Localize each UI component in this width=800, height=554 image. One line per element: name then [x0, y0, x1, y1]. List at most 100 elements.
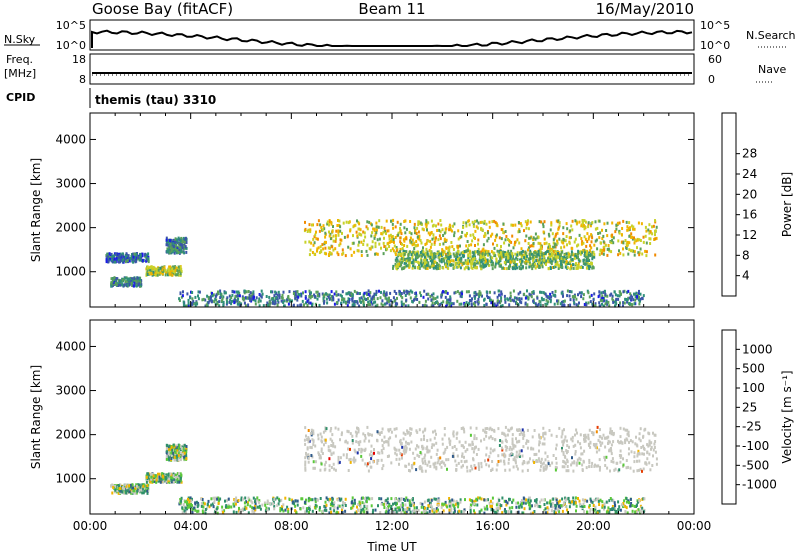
data-cell — [548, 243, 551, 246]
data-cell — [314, 460, 317, 464]
data-cell — [636, 238, 639, 242]
data-cell — [495, 257, 498, 261]
data-cell — [185, 457, 188, 461]
data-cell — [356, 431, 358, 435]
data-cell — [548, 429, 551, 432]
data-cell — [416, 430, 419, 434]
data-cell — [177, 476, 180, 480]
data-cell — [282, 290, 285, 294]
data-cell — [173, 241, 176, 245]
data-cell — [610, 432, 613, 436]
data-cell — [358, 232, 361, 236]
data-cell — [175, 267, 178, 270]
data-cell — [548, 252, 551, 256]
data-cell — [560, 264, 562, 268]
data-cell — [173, 455, 176, 459]
data-cell — [401, 266, 404, 270]
data-cell — [327, 295, 330, 299]
data-cell — [316, 249, 318, 253]
data-cell — [490, 263, 493, 267]
data-cell — [176, 480, 179, 484]
data-cell — [489, 451, 492, 455]
data-cell — [395, 292, 398, 295]
data-cell — [570, 290, 573, 294]
data-cell — [311, 438, 314, 442]
data-cell — [460, 251, 463, 255]
data-cell — [454, 459, 457, 463]
data-cell — [452, 224, 454, 228]
data-cell — [449, 297, 452, 301]
data-cell — [117, 491, 120, 495]
data-cell — [392, 249, 395, 253]
data-cell — [588, 428, 591, 432]
data-cell — [339, 456, 342, 460]
data-cell — [550, 251, 553, 255]
data-cell — [638, 295, 640, 299]
data-cell — [612, 460, 615, 464]
data-cell — [443, 250, 446, 254]
data-cell — [110, 277, 113, 281]
data-cell — [159, 480, 162, 484]
data-cell — [488, 296, 491, 300]
data-cell — [364, 434, 367, 437]
data-cell — [495, 468, 498, 472]
data-cell — [137, 278, 140, 282]
data-cell — [455, 258, 457, 261]
data-cell — [624, 239, 627, 242]
data-cell — [433, 240, 436, 244]
data-cell — [171, 269, 174, 272]
data-cell — [572, 266, 575, 270]
data-cell — [448, 245, 451, 249]
data-cell — [622, 301, 625, 305]
data-cell — [592, 433, 595, 437]
data-cell — [463, 250, 466, 253]
data-cell — [494, 262, 497, 266]
data-cell — [347, 447, 349, 451]
data-cell — [575, 297, 578, 301]
data-cell — [430, 446, 433, 449]
data-cell — [622, 290, 625, 294]
data-cell — [550, 433, 553, 437]
data-cell — [403, 261, 406, 265]
data-cell — [110, 252, 113, 256]
data-cell — [653, 442, 656, 446]
data-cell — [633, 250, 636, 254]
data-cell — [369, 299, 372, 303]
data-cell — [555, 262, 558, 266]
data-cell — [472, 450, 475, 454]
data-cell — [538, 433, 541, 437]
station-title: Goose Bay (fitACF) — [92, 0, 233, 18]
data-cell — [577, 256, 579, 259]
data-cell — [419, 261, 422, 265]
data-cell — [509, 255, 512, 259]
data-cell — [487, 250, 490, 254]
data-cell — [501, 446, 503, 450]
data-cell — [204, 298, 207, 302]
data-cell — [473, 291, 476, 295]
data-cell — [598, 236, 601, 240]
data-cell — [466, 448, 469, 452]
data-cell — [419, 291, 422, 295]
data-cell — [525, 439, 528, 443]
data-cell — [412, 258, 415, 262]
data-cell — [252, 290, 255, 294]
data-cell — [444, 290, 447, 293]
data-cell — [375, 231, 378, 235]
data-cell — [410, 253, 413, 257]
data-cell — [440, 223, 443, 227]
data-cell — [387, 297, 390, 301]
data-cell — [115, 283, 118, 287]
data-cell — [169, 472, 172, 476]
data-cell — [480, 250, 483, 254]
data-cell — [317, 437, 320, 441]
data-cell — [185, 246, 188, 250]
data-cell — [399, 240, 402, 244]
data-cell — [461, 452, 464, 456]
data-cell — [358, 222, 361, 226]
data-cell — [392, 226, 395, 230]
data-cell — [371, 240, 374, 244]
data-cell — [347, 245, 350, 249]
data-cell — [334, 445, 337, 449]
data-cell — [589, 253, 592, 257]
data-cell — [476, 261, 479, 265]
